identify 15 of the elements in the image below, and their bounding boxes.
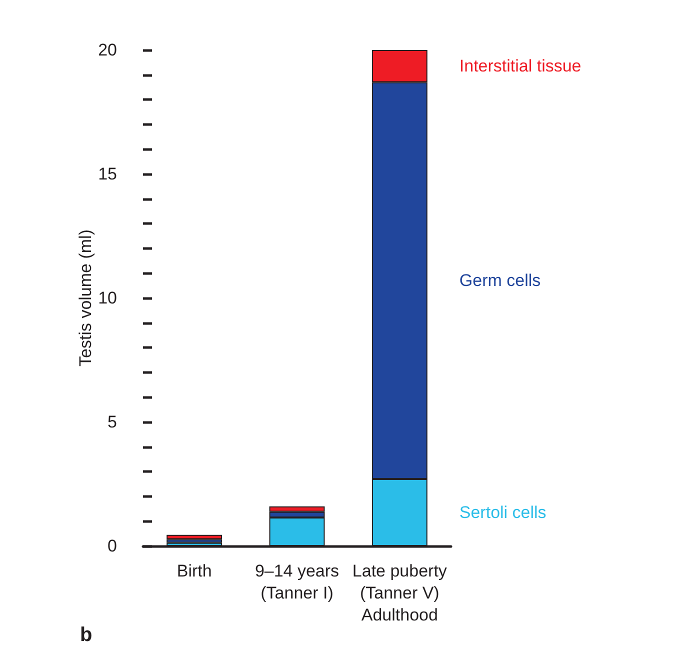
bar [166,534,222,540]
y-tick-label: 0 [108,536,117,556]
y-tick-label: 20 [98,40,117,60]
y-axis-title: Testis volume (ml) [76,230,96,366]
series-label: Interstitial tissue [459,56,582,76]
x-tick-label: Birth [176,562,212,580]
series-label: Germ cells [459,271,541,290]
x-tick-label: 9–14 years (Tanner I) [254,562,340,602]
x-tick-label: Late puberty (Tanner V) Adulthood [352,562,448,624]
y-tick-label: 5 [108,412,117,432]
text: b [80,624,92,646]
y-tick-label: 10 [98,288,117,308]
series-label: Sertoli cells [459,503,546,522]
bar [166,539,222,543]
y-tick-label: 15 [98,164,117,184]
